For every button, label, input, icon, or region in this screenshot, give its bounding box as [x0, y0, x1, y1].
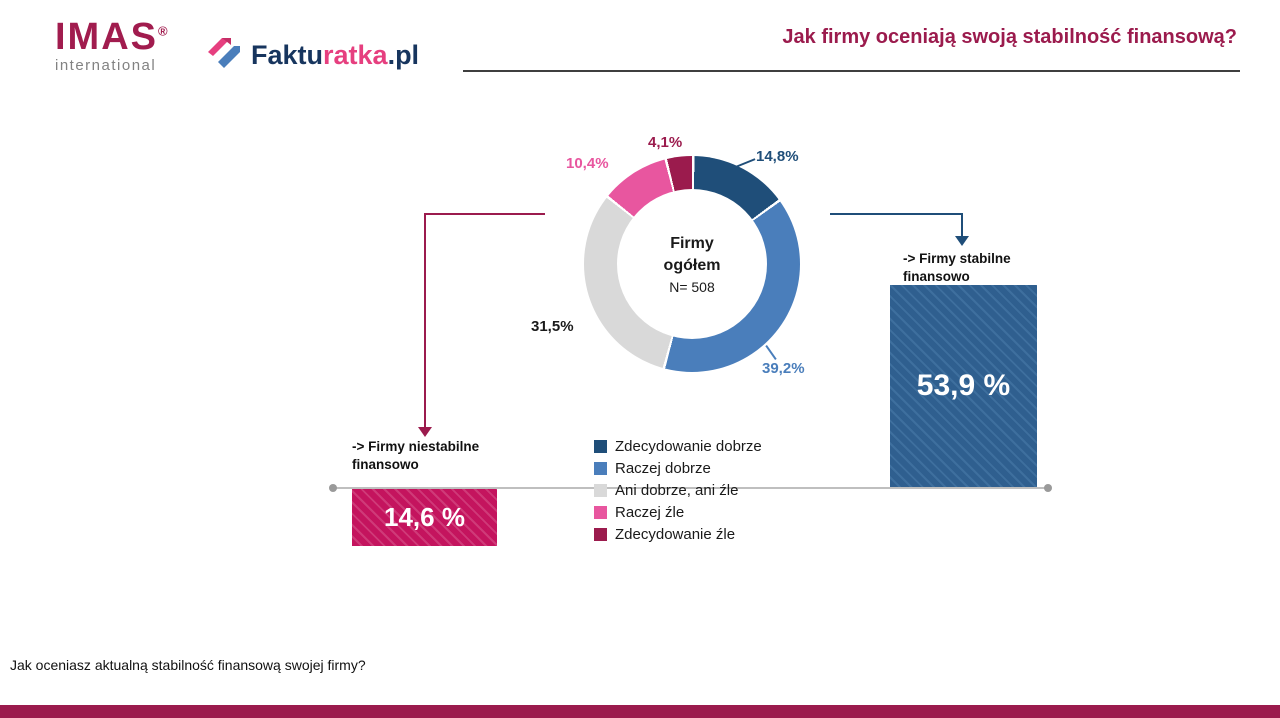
legend-item-zdecydowanie-dobrze: Zdecydowanie dobrze: [594, 435, 762, 457]
slice-label-zdecydowanie-dobrze: 14,8%: [756, 148, 799, 165]
page-title: Jak firmy oceniają swoją stabilność fina…: [782, 26, 1237, 48]
unstable-bar-value: 14,6 %: [384, 502, 465, 532]
legend-swatch-ani-dobrze-ani-zle: [594, 483, 607, 497]
legend-label: Raczej dobrze: [615, 459, 711, 477]
slice-label-zdecydowanie-zle: 4,1%: [648, 134, 683, 151]
legend-swatch-zdecydowanie-zle: [594, 527, 607, 541]
header-divider: [463, 70, 1240, 72]
slice-label-ani-dobrze-ani-zle: 31,5%: [531, 318, 574, 335]
legend-swatch-raczej-zle: [594, 505, 607, 519]
legend-label: Ani dobrze, ani źle: [615, 481, 739, 499]
chart-legend: Zdecydowanie dobrze Raczej dobrze Ani do…: [594, 435, 762, 545]
baseline-dot-left: [329, 484, 337, 492]
baseline-dot-right: [1044, 484, 1052, 492]
footer-accent-bar: [0, 705, 1280, 718]
legend-swatch-zdecydowanie-dobrze: [594, 439, 607, 453]
legend-label: Zdecydowanie źle: [615, 525, 736, 543]
stable-callout-label: -> Firmy stabilne finansowo: [903, 251, 1011, 285]
baseline-axis: [336, 487, 1046, 489]
survey-question-footnote: Jak oceniasz aktualną stabilność finanso…: [10, 657, 366, 673]
donut-center: Firmy ogółem N= 508: [617, 189, 767, 339]
donut-center-title-line2: ogółem: [663, 256, 721, 274]
fakturatka-logo: Fakturatka.pl: [206, 36, 419, 75]
unstable-arrowhead-icon: [418, 427, 432, 437]
leader-line-raczej-dobrze: [765, 344, 777, 361]
unstable-callout-label: -> Firmy niestabilne finansowo: [352, 439, 480, 473]
legend-swatch-raczej-dobrze: [594, 461, 607, 475]
unstable-bar: 14,6 %: [352, 489, 497, 546]
imas-logo-subtext: international: [55, 57, 157, 74]
slice-label-raczej-zle: 10,4%: [566, 155, 609, 172]
imas-logo-text: IMAS®: [55, 16, 170, 58]
legend-item-zdecydowanie-zle: Zdecydowanie źle: [594, 523, 762, 545]
donut-center-n: N= 508: [669, 279, 715, 296]
stable-bar-value: 53,9 %: [916, 369, 1011, 402]
legend-item-raczej-dobrze: Raczej dobrze: [594, 457, 762, 479]
legend-item-raczej-zle: Raczej źle: [594, 501, 762, 523]
fakturatka-logo-text: Fakturatka.pl: [251, 40, 420, 70]
donut-center-title-line1: Firmy: [670, 234, 714, 252]
stable-bar: 53,9 %: [890, 285, 1037, 487]
slice-label-raczej-dobrze: 39,2%: [762, 360, 805, 377]
imas-logo: IMAS® international: [55, 18, 170, 74]
unstable-arrow-vertical: [424, 213, 426, 428]
legend-item-ani-dobrze-ani-zle: Ani dobrze, ani źle: [594, 479, 762, 501]
fakturatka-icon: [206, 36, 251, 75]
legend-label: Raczej źle: [615, 503, 685, 521]
stable-arrow-horizontal: [830, 213, 963, 215]
legend-label: Zdecydowanie dobrze: [615, 437, 762, 455]
stable-arrowhead-icon: [955, 236, 969, 246]
stable-arrow-vertical: [961, 213, 963, 237]
registered-mark-icon: ®: [158, 23, 170, 39]
unstable-arrow-horizontal: [424, 213, 545, 215]
